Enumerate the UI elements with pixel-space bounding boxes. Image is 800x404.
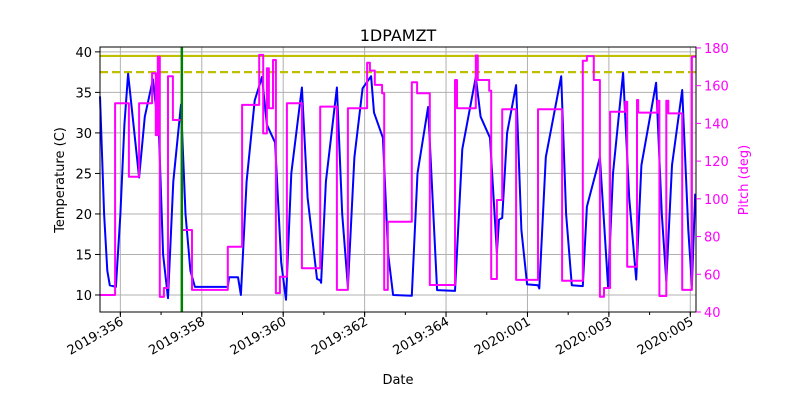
temperature-line [99,71,697,301]
plot-frame [99,46,697,313]
y2-tick-label: 120 [704,155,729,170]
y2-tick-label: 180 [704,42,729,57]
y2-tick-label: 100 [704,193,729,208]
y2-tick-label: 140 [704,117,729,132]
y2-axis-label: Pitch (deg) [737,145,752,215]
x-axis-label: Date [382,373,413,388]
y2-tick-label: 40 [704,306,721,321]
y2-tick-label: 160 [704,80,729,95]
y-tick-label: 40 [75,46,92,61]
pitch-line [100,53,696,298]
y-axis-label: Temperature (C) [53,127,68,234]
y-tick-label: 15 [75,248,92,263]
y-tick-label: 35 [75,86,92,101]
y2-tick-label: 60 [704,268,721,283]
chart-title: 1DPAMZT [360,26,437,45]
series-layer [99,47,697,312]
y-tick-label: 10 [75,289,92,304]
y-tick-label: 20 [75,208,92,223]
y-tick-label: 30 [75,127,92,142]
y-tick-label: 25 [75,167,92,182]
y2-tick-label: 80 [704,231,721,246]
reference-lines [100,54,696,74]
grid [100,47,696,312]
